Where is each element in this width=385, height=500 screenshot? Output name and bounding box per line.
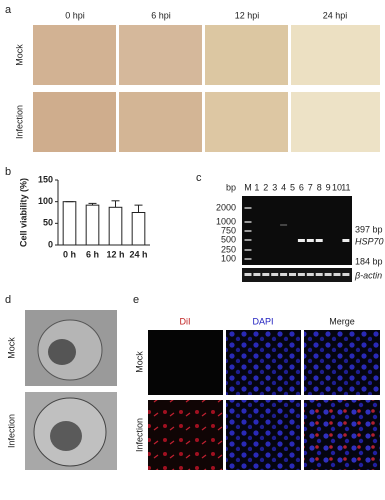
row-label: Infection bbox=[134, 418, 144, 452]
bar bbox=[85, 204, 100, 246]
bar bbox=[62, 201, 77, 246]
row-label: Infection bbox=[14, 105, 24, 139]
panel-label: c bbox=[196, 172, 202, 184]
x-tick-label: 24 h bbox=[129, 249, 147, 259]
marker-band bbox=[244, 249, 252, 251]
lane-label: 11 bbox=[341, 182, 350, 192]
marker-label: 100 bbox=[221, 253, 236, 263]
gel-images bbox=[242, 196, 352, 282]
panel-label: b bbox=[5, 166, 11, 178]
marker-label: 250 bbox=[221, 244, 236, 254]
panel-a-images bbox=[33, 25, 380, 152]
band-label: 184 bp bbox=[355, 256, 383, 266]
marker-band bbox=[244, 221, 252, 223]
band-label: β-actin bbox=[354, 270, 382, 280]
band bbox=[280, 273, 288, 276]
column-header: DAPI bbox=[252, 316, 273, 326]
band bbox=[244, 273, 252, 276]
lane-label: 5 bbox=[290, 182, 295, 192]
marker-label: 750 bbox=[221, 225, 236, 235]
band bbox=[289, 273, 296, 276]
marker-band bbox=[244, 207, 252, 209]
lane-label: 6 bbox=[299, 182, 304, 192]
band bbox=[306, 239, 314, 242]
y-tick-label: 100 bbox=[38, 196, 53, 206]
band bbox=[280, 224, 288, 226]
marker-label: 1000 bbox=[216, 216, 236, 226]
lane-label: 10 bbox=[332, 182, 342, 192]
column-header: 0 hpi bbox=[65, 10, 85, 20]
marker-band bbox=[244, 239, 252, 241]
x-tick-label: 12 h bbox=[106, 249, 124, 259]
band bbox=[253, 273, 261, 276]
y-tick-label: 0 bbox=[48, 239, 53, 249]
band bbox=[297, 239, 305, 242]
lane-label: M bbox=[244, 182, 252, 192]
panel-d-images bbox=[25, 310, 117, 470]
row-label: Mock bbox=[134, 351, 144, 373]
band bbox=[342, 273, 350, 276]
band bbox=[324, 273, 332, 276]
lane-label: 1 bbox=[254, 182, 259, 192]
panel-e-images bbox=[148, 330, 380, 470]
marker-band bbox=[244, 258, 252, 260]
band bbox=[315, 273, 323, 276]
column-header: 24 hpi bbox=[323, 10, 348, 20]
band bbox=[271, 273, 279, 276]
panel-label: a bbox=[5, 4, 12, 16]
y-tick-label: 50 bbox=[43, 218, 53, 228]
panel-label: e bbox=[133, 294, 139, 306]
row-label: Mock bbox=[14, 44, 24, 66]
y-tick-label: 150 bbox=[38, 174, 53, 184]
row-label: Mock bbox=[6, 337, 16, 359]
lane-label: 8 bbox=[317, 182, 322, 192]
marker-label: 500 bbox=[221, 234, 236, 244]
band bbox=[306, 273, 314, 276]
band bbox=[333, 273, 341, 276]
x-tick-label: 6 h bbox=[86, 249, 99, 259]
row-label: Infection bbox=[6, 414, 16, 448]
panel-label: d bbox=[5, 294, 11, 306]
band bbox=[262, 273, 270, 276]
band bbox=[297, 273, 305, 276]
column-header: 12 hpi bbox=[235, 10, 260, 20]
band bbox=[342, 239, 350, 242]
lane-label: 3 bbox=[272, 182, 277, 192]
marker-label: 2000 bbox=[216, 202, 236, 212]
x-tick-label: 0 h bbox=[63, 249, 76, 259]
column-header: Merge bbox=[329, 316, 355, 326]
lane-label: 7 bbox=[308, 182, 313, 192]
band bbox=[315, 239, 323, 242]
bar bbox=[108, 206, 123, 246]
size-label: bp bbox=[226, 182, 236, 192]
marker-band bbox=[244, 230, 252, 232]
lane-label: 2 bbox=[263, 182, 268, 192]
bar bbox=[131, 212, 146, 246]
column-header: DiI bbox=[180, 316, 191, 326]
band-label: 397 bp bbox=[355, 224, 383, 234]
lane-label: 9 bbox=[326, 182, 331, 192]
column-header: 6 hpi bbox=[151, 10, 171, 20]
lane-label: 4 bbox=[281, 182, 286, 192]
y-axis-label: Cell viability (%) bbox=[18, 178, 28, 247]
band-label: HSP70 bbox=[355, 236, 384, 246]
